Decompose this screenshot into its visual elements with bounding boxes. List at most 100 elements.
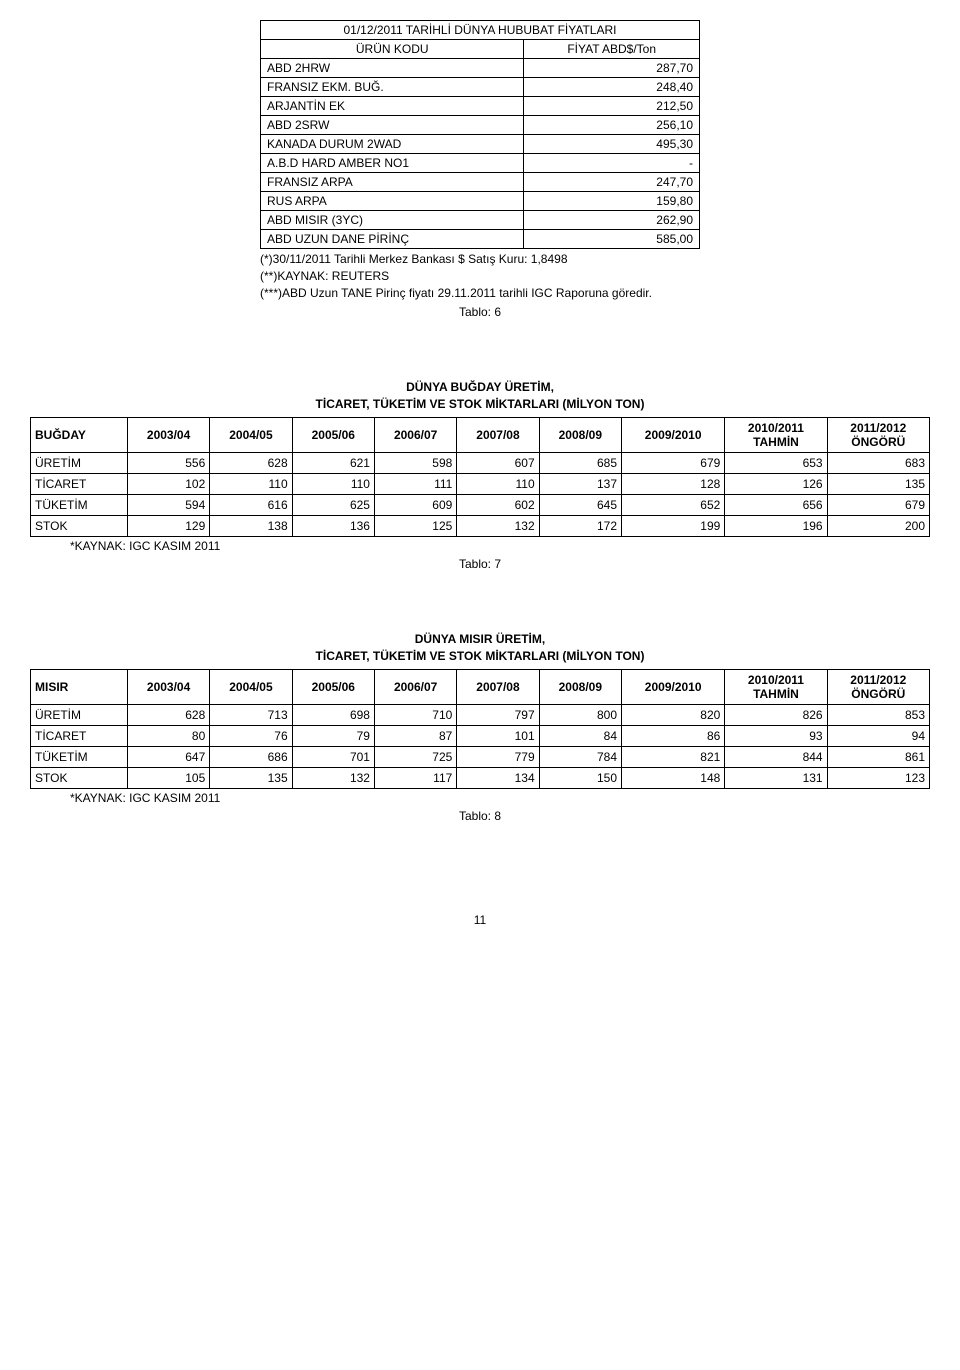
table-cell: 710 bbox=[374, 704, 456, 725]
table-cell: 820 bbox=[622, 704, 725, 725]
table-cell: 105 bbox=[127, 767, 209, 788]
table-cell: 683 bbox=[827, 452, 929, 473]
table-cell: 861 bbox=[827, 746, 929, 767]
corn-title-line2: TİCARET, TÜKETİM VE STOK MİKTARLARI (MİL… bbox=[316, 649, 645, 663]
table-col-header: 2006/07 bbox=[374, 417, 456, 452]
price-row-label: ABD UZUN DANE PİRİNÇ bbox=[261, 230, 524, 249]
page-number: 11 bbox=[30, 913, 930, 927]
table-cell: 609 bbox=[374, 494, 456, 515]
table-row-label: STOK bbox=[31, 515, 128, 536]
price-table: 01/12/2011 TARİHLİ DÜNYA HUBUBAT FİYATLA… bbox=[260, 20, 700, 249]
price-row-label: KANADA DURUM 2WAD bbox=[261, 135, 524, 154]
table-cell: 129 bbox=[127, 515, 209, 536]
table-cell: 76 bbox=[210, 725, 292, 746]
price-row-label: FRANSIZ ARPA bbox=[261, 173, 524, 192]
footnote-line: (**)KAYNAK: REUTERS bbox=[260, 268, 700, 285]
table-cell: 135 bbox=[210, 767, 292, 788]
table-cell: 713 bbox=[210, 704, 292, 725]
tablo-8-label: Tablo: 8 bbox=[30, 809, 930, 823]
table-row-label: STOK bbox=[31, 767, 128, 788]
table-cell: 79 bbox=[292, 725, 374, 746]
price-row-label: ABD MISIR (3YC) bbox=[261, 211, 524, 230]
table-col-header: 2007/08 bbox=[457, 417, 539, 452]
table-cell: 123 bbox=[827, 767, 929, 788]
table-cell: 101 bbox=[457, 725, 539, 746]
table-col-header: 2008/09 bbox=[539, 669, 621, 704]
table-cell: 616 bbox=[210, 494, 292, 515]
price-row-value: 159,80 bbox=[524, 192, 700, 211]
table-cell: 132 bbox=[292, 767, 374, 788]
price-footnotes: (*)30/11/2011 Tarihli Merkez Bankası $ S… bbox=[260, 251, 700, 301]
price-row-label: RUS ARPA bbox=[261, 192, 524, 211]
table-cell: 645 bbox=[539, 494, 621, 515]
table-col-header: 2011/2012ÖNGÖRÜ bbox=[827, 417, 929, 452]
table-col-header: 2003/04 bbox=[127, 669, 209, 704]
table-cell: 84 bbox=[539, 725, 621, 746]
price-row-value: 247,70 bbox=[524, 173, 700, 192]
table-col-header: 2009/2010 bbox=[622, 669, 725, 704]
table-cell: 80 bbox=[127, 725, 209, 746]
table-cell: 602 bbox=[457, 494, 539, 515]
table-cell: 132 bbox=[457, 515, 539, 536]
table-cell: 652 bbox=[622, 494, 725, 515]
price-row-value: 287,70 bbox=[524, 59, 700, 78]
table-cell: 138 bbox=[210, 515, 292, 536]
corn-section-title: DÜNYA MISIR ÜRETİM, TİCARET, TÜKETİM VE … bbox=[30, 631, 930, 665]
table-cell: 125 bbox=[374, 515, 456, 536]
footnote-line: (***)ABD Uzun TANE Pirinç fiyatı 29.11.2… bbox=[260, 285, 700, 302]
price-row-value: - bbox=[524, 154, 700, 173]
table-cell: 94 bbox=[827, 725, 929, 746]
price-row-value: 262,90 bbox=[524, 211, 700, 230]
table-cell: 102 bbox=[127, 473, 209, 494]
wheat-title-line2: TİCARET, TÜKETİM VE STOK MİKTARLARI (MİL… bbox=[316, 397, 645, 411]
table-cell: 653 bbox=[725, 452, 827, 473]
table-cell: 199 bbox=[622, 515, 725, 536]
table-cell: 110 bbox=[292, 473, 374, 494]
table-cell: 607 bbox=[457, 452, 539, 473]
wheat-source: *KAYNAK: IGC KASIM 2011 bbox=[70, 539, 930, 553]
table-cell: 110 bbox=[457, 473, 539, 494]
table-col-header: 2010/2011TAHMİN bbox=[725, 669, 827, 704]
corn-source: *KAYNAK: IGC KASIM 2011 bbox=[70, 791, 930, 805]
table-cell: 110 bbox=[210, 473, 292, 494]
table-cell: 656 bbox=[725, 494, 827, 515]
table-cell: 647 bbox=[127, 746, 209, 767]
table-corner-label: BUĞDAY bbox=[31, 417, 128, 452]
table-row-label: TİCARET bbox=[31, 473, 128, 494]
table-cell: 853 bbox=[827, 704, 929, 725]
table-cell: 136 bbox=[292, 515, 374, 536]
table-row-label: ÜRETİM bbox=[31, 704, 128, 725]
table-cell: 821 bbox=[622, 746, 725, 767]
table-cell: 628 bbox=[210, 452, 292, 473]
price-row-label: ABD 2HRW bbox=[261, 59, 524, 78]
table-cell: 148 bbox=[622, 767, 725, 788]
table-col-header: 2005/06 bbox=[292, 669, 374, 704]
table-cell: 556 bbox=[127, 452, 209, 473]
table-col-header: 2011/2012ÖNGÖRÜ bbox=[827, 669, 929, 704]
table-cell: 826 bbox=[725, 704, 827, 725]
table-cell: 628 bbox=[127, 704, 209, 725]
table-row-label: TİCARET bbox=[31, 725, 128, 746]
table-cell: 172 bbox=[539, 515, 621, 536]
price-row-value: 585,00 bbox=[524, 230, 700, 249]
footnote-line: (*)30/11/2011 Tarihli Merkez Bankası $ S… bbox=[260, 251, 700, 268]
table-cell: 93 bbox=[725, 725, 827, 746]
wheat-title-line1: DÜNYA BUĞDAY ÜRETİM, bbox=[406, 380, 554, 394]
price-row-label: ABD 2SRW bbox=[261, 116, 524, 135]
table-cell: 685 bbox=[539, 452, 621, 473]
tablo-6-label: Tablo: 6 bbox=[30, 305, 930, 319]
wheat-section-title: DÜNYA BUĞDAY ÜRETİM, TİCARET, TÜKETİM VE… bbox=[30, 379, 930, 413]
table-corner-label: MISIR bbox=[31, 669, 128, 704]
table-cell: 625 bbox=[292, 494, 374, 515]
table-cell: 111 bbox=[374, 473, 456, 494]
table-cell: 131 bbox=[725, 767, 827, 788]
price-row-value: 248,40 bbox=[524, 78, 700, 97]
table-cell: 128 bbox=[622, 473, 725, 494]
price-row-value: 256,10 bbox=[524, 116, 700, 135]
table-col-header: 2009/2010 bbox=[622, 417, 725, 452]
table-row-label: ÜRETİM bbox=[31, 452, 128, 473]
table-cell: 196 bbox=[725, 515, 827, 536]
price-table-title: 01/12/2011 TARİHLİ DÜNYA HUBUBAT FİYATLA… bbox=[261, 21, 700, 40]
table-row-label: TÜKETİM bbox=[31, 494, 128, 515]
table-cell: 137 bbox=[539, 473, 621, 494]
